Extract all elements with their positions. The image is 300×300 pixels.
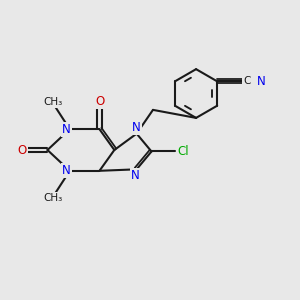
Text: N: N [131, 169, 140, 182]
Text: O: O [95, 95, 105, 108]
Text: CH₃: CH₃ [44, 193, 63, 202]
Text: N: N [257, 75, 266, 88]
Text: O: O [18, 143, 27, 157]
Text: N: N [132, 121, 141, 134]
Text: N: N [62, 123, 70, 136]
Text: C: C [243, 76, 250, 86]
Text: Cl: Cl [178, 145, 189, 158]
Text: CH₃: CH₃ [44, 98, 63, 107]
Text: N: N [62, 164, 70, 177]
